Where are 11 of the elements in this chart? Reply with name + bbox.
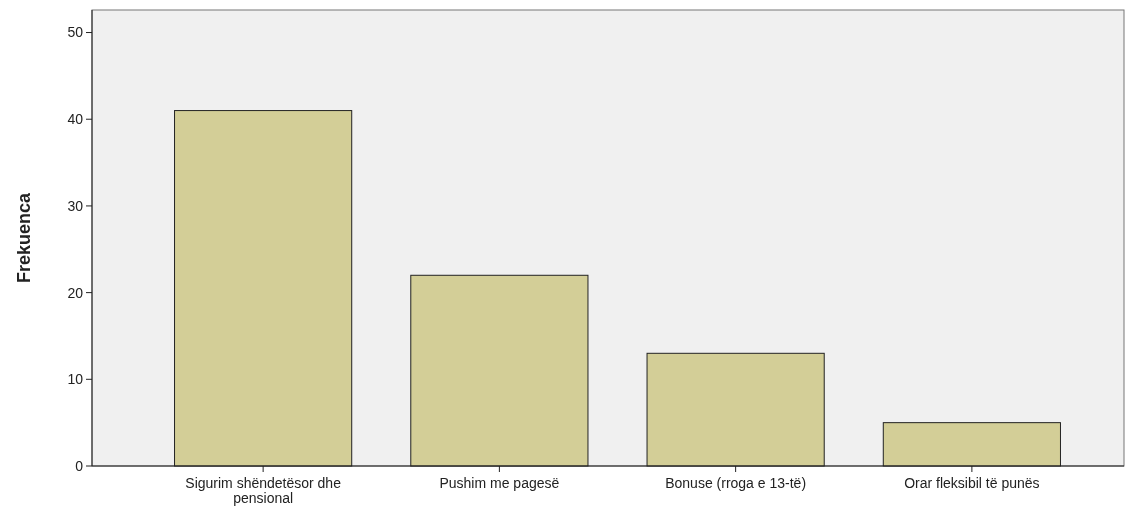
y-tick-label: 20: [67, 284, 84, 301]
y-axis-title: Frekuenca: [14, 191, 34, 284]
x-tick-label: Orar fleksibil të punës: [904, 475, 1040, 491]
x-tick-label: Pushim me pagesë: [439, 475, 560, 491]
y-tick-label: 40: [67, 111, 84, 128]
y-tick-label: 30: [67, 197, 84, 214]
x-tick-label: Bonuse (rroga e 13-të): [665, 475, 807, 491]
y-tick-label: 10: [67, 371, 84, 388]
y-tick-label: 50: [67, 24, 84, 41]
y-tick-label: 0: [75, 457, 84, 474]
x-tick-label: Sigurim shëndetësor dhe pensional: [185, 475, 342, 506]
